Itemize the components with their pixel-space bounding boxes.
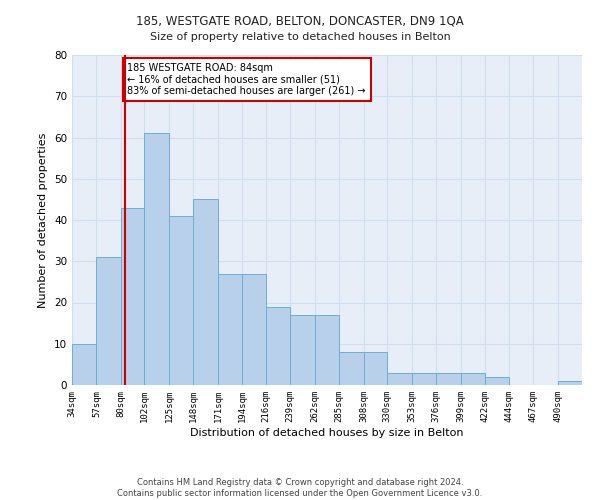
Bar: [72, 344, 97, 385]
Text: Contains HM Land Registry data © Crown copyright and database right 2024.
Contai: Contains HM Land Registry data © Crown c…: [118, 478, 482, 498]
Bar: [339, 352, 364, 385]
Bar: [290, 315, 315, 385]
Bar: [557, 381, 582, 385]
Bar: [387, 372, 412, 385]
Bar: [315, 315, 339, 385]
Bar: [193, 200, 218, 385]
Bar: [145, 134, 169, 385]
Bar: [97, 257, 121, 385]
X-axis label: Distribution of detached houses by size in Belton: Distribution of detached houses by size …: [190, 428, 464, 438]
Bar: [485, 377, 509, 385]
Bar: [364, 352, 387, 385]
Bar: [461, 372, 485, 385]
Text: 185 WESTGATE ROAD: 84sqm
← 16% of detached houses are smaller (51)
83% of semi-d: 185 WESTGATE ROAD: 84sqm ← 16% of detach…: [127, 63, 366, 96]
Text: 185, WESTGATE ROAD, BELTON, DONCASTER, DN9 1QA: 185, WESTGATE ROAD, BELTON, DONCASTER, D…: [136, 15, 464, 28]
Bar: [121, 208, 145, 385]
Y-axis label: Number of detached properties: Number of detached properties: [38, 132, 49, 308]
Bar: [412, 372, 436, 385]
Bar: [218, 274, 242, 385]
Bar: [169, 216, 193, 385]
Bar: [436, 372, 461, 385]
Bar: [266, 306, 290, 385]
Bar: [242, 274, 266, 385]
Text: Size of property relative to detached houses in Belton: Size of property relative to detached ho…: [149, 32, 451, 42]
